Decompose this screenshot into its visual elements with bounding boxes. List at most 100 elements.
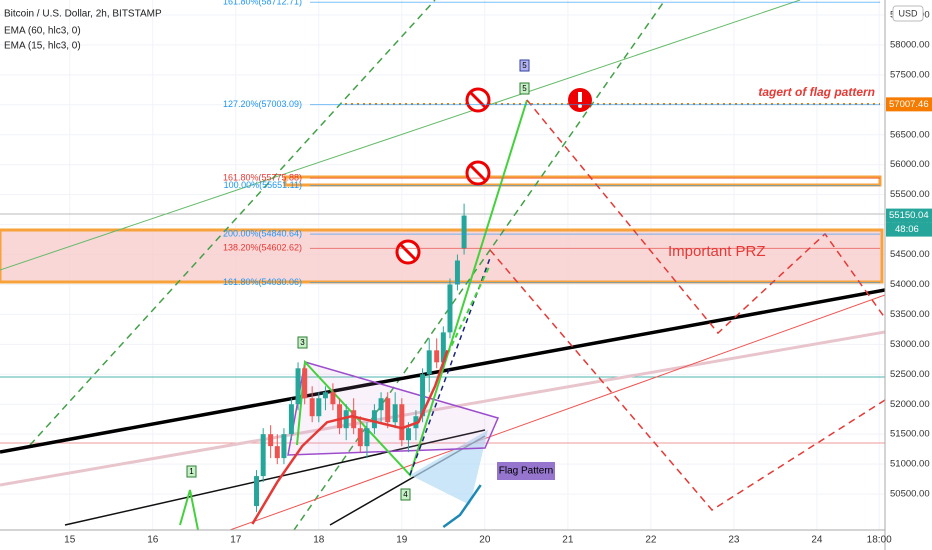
currency[interactable]: USD xyxy=(898,8,918,18)
y-tick-label: 54500.00 xyxy=(890,249,930,260)
candles xyxy=(251,203,482,529)
annotation: tagert of flag pattern xyxy=(758,85,875,99)
countdown-badge xyxy=(886,222,932,237)
wave-label: 5 xyxy=(522,84,527,93)
candle-body xyxy=(351,410,357,429)
candle-body xyxy=(364,428,370,447)
y-axis-bg xyxy=(885,0,932,550)
fib-label: 127.20%(57003.09) xyxy=(223,99,302,109)
x-tick-label: 15 xyxy=(64,535,76,546)
candle-body xyxy=(440,332,446,363)
ema-line xyxy=(442,484,482,529)
drawings xyxy=(0,0,885,530)
price-badge-label: 55150.04 xyxy=(889,210,929,221)
candle-body xyxy=(281,434,287,459)
target-box xyxy=(283,175,882,187)
fib-levels: 161.80%(58712.71) 127.20%(57003.09) 161.80… xyxy=(223,0,880,287)
x-tick-label: 23 xyxy=(728,535,740,546)
fib-label: 161.80%(58712.71) xyxy=(223,0,302,7)
fib-label: 161.80%(54030.06) xyxy=(223,277,302,287)
trendline xyxy=(0,330,885,487)
projection xyxy=(489,249,885,511)
fib-label: 100.00%(55651.11) xyxy=(224,180,302,190)
x-tick-label: 21 xyxy=(562,535,574,546)
candle-body xyxy=(343,410,349,429)
candle-body xyxy=(392,404,398,423)
fib-label: 138.20%(54602.62) xyxy=(223,243,302,253)
candle-body xyxy=(254,476,260,507)
candle-body xyxy=(337,404,343,429)
wave-label: 3 xyxy=(300,338,305,347)
candle-body xyxy=(302,368,308,399)
candle-body xyxy=(260,434,266,477)
x-tick-label: 24 xyxy=(811,535,823,546)
candle-body xyxy=(399,404,405,441)
y-tick-label: 52000.00 xyxy=(890,399,930,410)
candle-body xyxy=(322,392,328,399)
x-tick-label: 22 xyxy=(645,535,657,546)
countdown: 48:06 xyxy=(895,224,919,235)
annotation: Flag Pattern xyxy=(499,466,553,477)
y-tick-label: 50500.00 xyxy=(890,489,930,500)
prz-border xyxy=(0,228,884,284)
candle-body xyxy=(357,428,363,447)
trendline xyxy=(0,0,801,271)
label-box xyxy=(497,462,555,480)
y-tick-label: 51500.00 xyxy=(890,429,930,440)
trendline xyxy=(29,0,436,446)
candle-body xyxy=(330,392,336,405)
icons xyxy=(395,87,592,265)
fib-label: 200.00%(54840.64) xyxy=(223,228,302,238)
price-badge-label: 57007.46 xyxy=(889,99,929,110)
currency-badge[interactable] xyxy=(892,5,924,22)
trendline xyxy=(64,429,486,526)
candle-body xyxy=(385,398,391,423)
y-tick-label: 57500.00 xyxy=(890,69,930,80)
candle-body xyxy=(274,446,280,459)
annotation: Important PRZ xyxy=(668,243,766,260)
y-tick-label: 54000.00 xyxy=(890,279,930,290)
y-tick-label: 51000.00 xyxy=(890,459,930,470)
y-tick-label: 56000.00 xyxy=(890,159,930,170)
candle-body xyxy=(316,398,322,417)
y-tick-label: 53500.00 xyxy=(890,309,930,320)
wave-line xyxy=(179,489,199,530)
candle-body xyxy=(454,260,460,285)
candle-body xyxy=(378,398,384,411)
y-tick-label: 53000.00 xyxy=(890,339,930,350)
candle-body xyxy=(447,284,453,333)
x-axis-bg xyxy=(0,530,932,550)
price-badge xyxy=(886,97,932,112)
candle-body xyxy=(288,404,294,435)
x-tick-label: 20 xyxy=(479,535,491,546)
candle-body xyxy=(371,410,377,429)
wave-label: 1 xyxy=(189,467,194,476)
wave-line xyxy=(439,264,491,371)
ema-line xyxy=(251,349,449,525)
candle-body xyxy=(426,350,432,375)
wave-label: 5 xyxy=(522,61,527,70)
y-tick-label: 52500.00 xyxy=(890,369,930,380)
x-tick-label: 18:00 xyxy=(867,535,892,546)
x-tick-label: 19 xyxy=(396,535,408,546)
y-tick-label: 56500.00 xyxy=(890,129,930,140)
projection xyxy=(526,99,885,335)
indicator-label: EMA (60, hlc3, 0) xyxy=(4,26,81,37)
price-badge xyxy=(886,208,932,223)
x-tick-label: 16 xyxy=(147,535,159,546)
fib-label: 161.80%(55775.88) xyxy=(223,172,302,182)
candle-body xyxy=(295,368,301,405)
y-tick-label: 55500.00 xyxy=(890,189,930,200)
y-tick-label: 58000.00 xyxy=(890,39,930,50)
chart-title: Bitcoin / U.S. Dollar, 2h, BITSTAMP xyxy=(4,9,162,20)
trendline xyxy=(293,0,666,530)
indicator-label: EMA (15, hlc3, 0) xyxy=(4,41,81,52)
wave-labels: 1 3 4 5 5 xyxy=(186,59,530,501)
candle-body xyxy=(405,428,411,441)
candle-body xyxy=(461,215,467,249)
candle-body xyxy=(309,398,315,417)
wave-label: 4 xyxy=(403,490,408,499)
trendline xyxy=(229,294,885,530)
candle-body xyxy=(434,350,440,363)
